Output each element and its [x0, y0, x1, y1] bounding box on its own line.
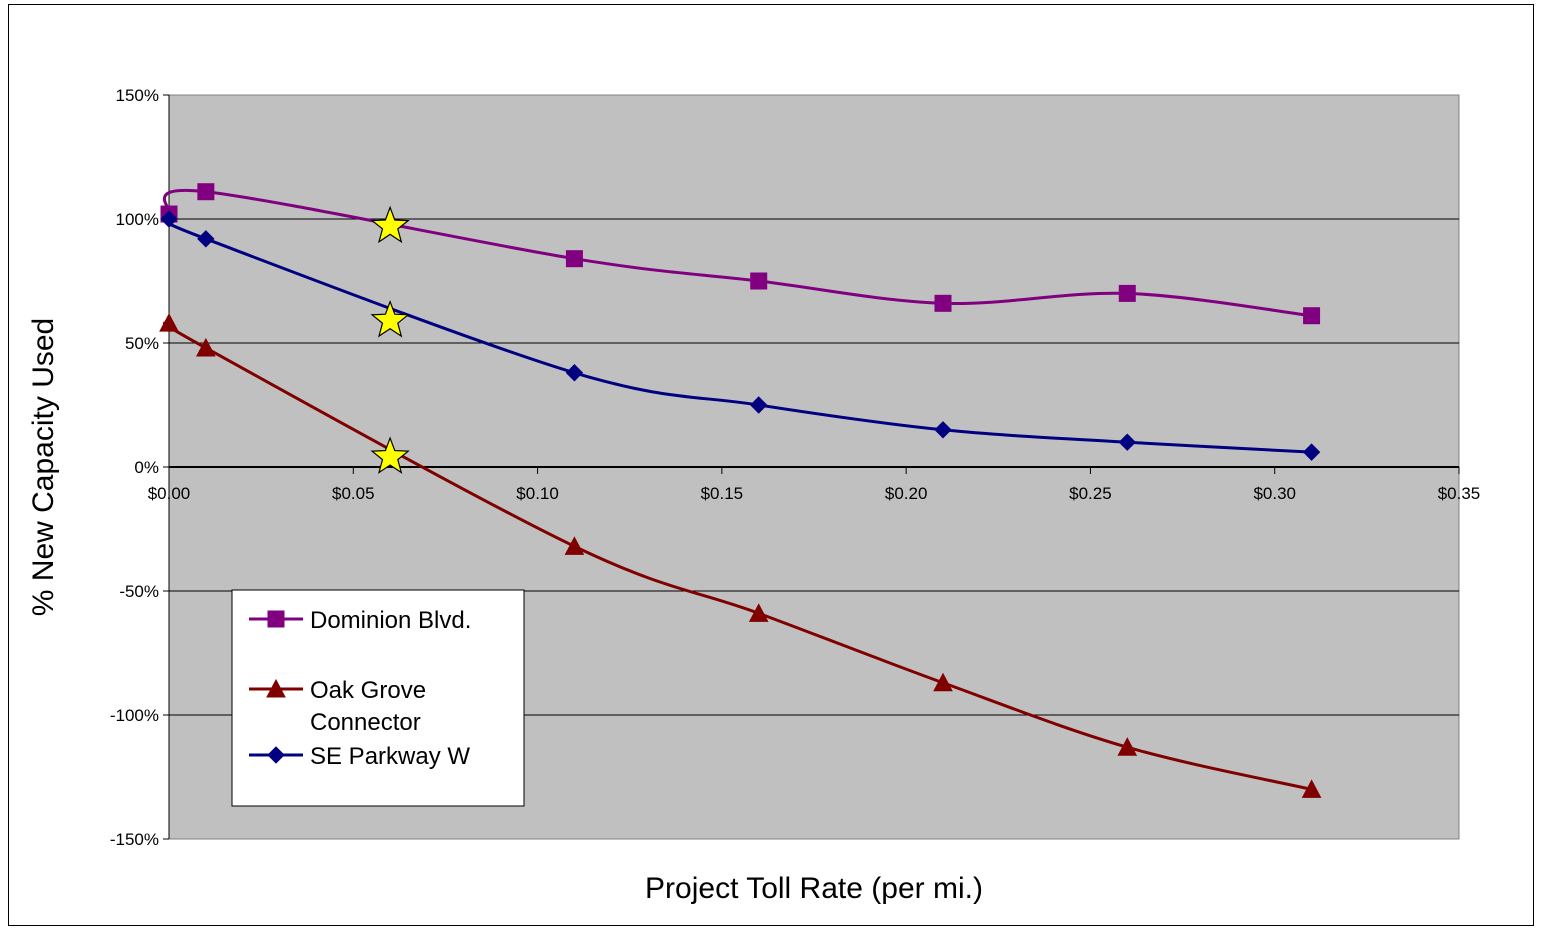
y-tick-label: 50%: [125, 334, 159, 353]
y-axis: 150% 100% 50% 0% -50% -100% -150%: [110, 86, 170, 849]
star-marker: [370, 299, 410, 338]
data-point-dominion-blvd: [197, 183, 215, 201]
chart-frame: $0.00 $0.05 $0.10 $0.15 $0.20 $0.25 $0.30 $0.35…: [8, 4, 1534, 926]
y-tick-label: 0%: [134, 458, 159, 477]
data-point-se-parkway-w: [934, 421, 952, 439]
x-axis-title: Project Toll Rate (per mi.): [645, 872, 983, 905]
x-tick-label: $0.15: [701, 484, 744, 503]
x-tick-label: $0.20: [885, 484, 928, 503]
y-axis-title: % New Capacity Used: [27, 318, 60, 616]
series-se-parkway-w: [160, 210, 1321, 461]
legend-label: Oak Grove: [310, 677, 426, 704]
data-point-dominion-blvd: [750, 272, 768, 290]
annotation-layer: [370, 205, 410, 474]
x-tick-label: $0.35: [1438, 484, 1481, 503]
star-marker: [370, 205, 410, 244]
legend-label: SE Parkway W: [310, 743, 470, 770]
data-point-oak-grove-connector: [196, 337, 216, 357]
data-point-se-parkway-w: [160, 210, 178, 228]
line-chart: $0.00 $0.05 $0.10 $0.15 $0.20 $0.25 $0.30 $0.35…: [27, 86, 1481, 905]
data-point-oak-grove-connector: [564, 536, 585, 555]
data-point-se-parkway-w: [565, 364, 584, 382]
x-tick-label: $0.30: [1253, 484, 1296, 503]
y-tick-label: -150%: [110, 830, 159, 849]
legend-marker: [267, 746, 285, 764]
data-point-dominion-blvd: [1303, 307, 1321, 325]
y-tick-label: -100%: [110, 706, 159, 725]
legend-label: Connector: [310, 709, 421, 736]
legend: Dominion Blvd. Oak Grove Connector SE Parkw…: [231, 589, 525, 807]
data-point-dominion-blvd: [934, 294, 952, 312]
data-point-oak-grove-connector: [159, 313, 179, 332]
legend-label: Dominion Blvd.: [310, 607, 471, 634]
y-tick-label: 150%: [116, 86, 159, 105]
data-point-se-parkway-w: [750, 396, 768, 414]
x-tick-label: $0.25: [1069, 484, 1112, 503]
data-point-se-parkway-w: [1118, 433, 1136, 451]
legend-marker: [266, 678, 286, 698]
data-point-oak-grove-connector: [748, 603, 769, 622]
y-tick-label: 100%: [116, 210, 159, 229]
series-layer: [159, 183, 1322, 798]
data-point-dominion-blvd: [565, 250, 583, 268]
data-point-se-parkway-w: [197, 230, 215, 248]
data-point-oak-grove-connector: [933, 672, 953, 692]
star-marker: [370, 436, 410, 474]
y-tick-label: -50%: [119, 582, 159, 601]
x-tick-label: $0.05: [332, 484, 375, 503]
series-oak-grove-connector: [159, 313, 1322, 798]
x-tick-label: $0.10: [516, 484, 559, 503]
data-point-dominion-blvd: [1118, 284, 1136, 302]
data-point-oak-grove-connector: [1117, 737, 1138, 756]
legend-marker: [267, 610, 285, 628]
data-point-oak-grove-connector: [1301, 779, 1322, 798]
data-point-se-parkway-w: [1302, 443, 1321, 461]
